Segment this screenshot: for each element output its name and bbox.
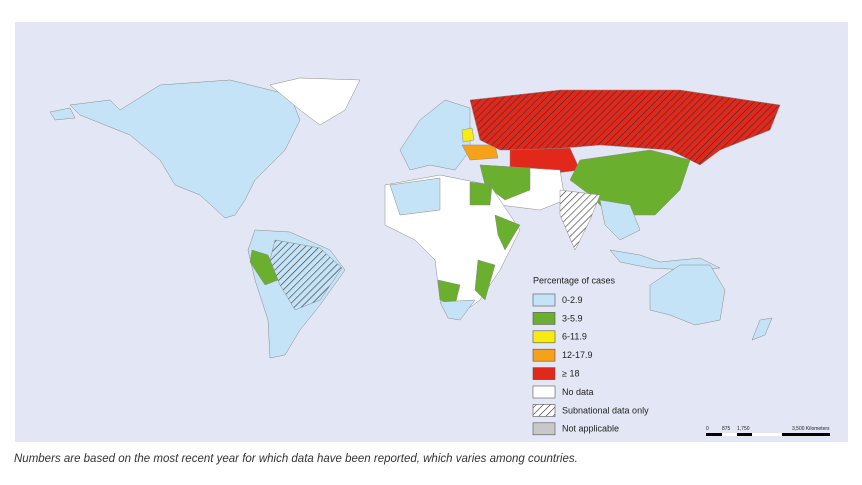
legend-swatch [532,385,556,399]
scale-label: 1,750 [737,426,750,432]
scale-bar-segment [752,433,782,436]
legend-swatch [532,367,556,380]
legend-swatch [532,422,556,436]
legend-label: No data [562,387,594,397]
scale-bar-segment [722,433,737,436]
legend-swatch [532,312,556,325]
legend-title: Percentage of cases [533,275,616,285]
legend-label: 3-5.9 [562,313,583,323]
legend-label: 6-11.9 [562,332,587,342]
legend-label: 0-2.9 [562,295,583,305]
legend-swatch [532,293,556,307]
scale-label: 3,500 Kilometers [792,426,830,432]
legend-swatch [532,330,556,344]
scale-bar: 0 875 1,750 3,500 Kilometers [706,426,830,436]
caption: Numbers are based on the most recent yea… [14,453,578,465]
legend-swatch [532,404,556,417]
legend-label: 12-17.9 [562,350,593,360]
legend: Percentage of cases 0-2.9 3-5.9 6-11.9 12-1… [532,275,649,436]
legend-label: ≥ 18 [562,368,579,378]
map: Percentage of cases 0-2.9 3-5.9 6-11.9 12-1… [15,22,848,442]
scale-label: 875 [722,426,731,432]
legend-swatch [532,348,556,362]
countries [49,77,781,359]
legend-label: Subnational data only [562,405,649,415]
legend-label: Not applicable [562,424,619,434]
scale-label: 0 [706,426,709,432]
